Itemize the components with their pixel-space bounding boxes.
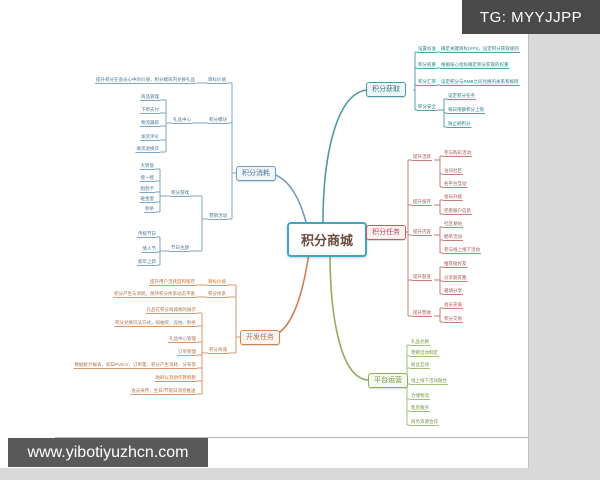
viewer-bottom-margin	[0, 468, 600, 480]
leaf-topic[interactable]: 大转盘	[139, 163, 155, 170]
leaf-topic[interactable]: 推荐给好友	[443, 261, 468, 268]
leaf-topic[interactable]: 根据核心指标确定积分获取的权重	[440, 62, 510, 69]
leaf-topic[interactable]: 售后服务	[410, 405, 431, 412]
sub-topic[interactable]: 节日主题	[169, 245, 190, 252]
leaf-topic[interactable]: 积分产生与消耗，保持积分体系动态平衡	[112, 291, 196, 298]
leaf-topic[interactable]: 秒杀	[143, 206, 155, 213]
leaf-topic[interactable]: 营销活动制定	[410, 350, 440, 357]
tg-contact-badge: TG: MYYJJPP	[462, 0, 600, 34]
leaf-topic[interactable]: 刮刮卡	[139, 186, 155, 193]
leaf-topic[interactable]: 会员充值	[443, 302, 464, 309]
sub-topic[interactable]: 设置标准	[417, 46, 438, 53]
leaf-topic[interactable]: 物流跟踪	[139, 120, 160, 127]
sub-topic[interactable]: 提升裂变	[412, 274, 433, 281]
leaf-topic[interactable]: 礼品在积分商城端的展示	[145, 307, 197, 314]
sub-topic[interactable]: 积分商城	[207, 347, 228, 354]
sub-topic[interactable]: 提升活跃	[412, 154, 433, 161]
leaf-topic[interactable]: 每日限额积分上限	[447, 107, 486, 114]
leaf-topic[interactable]: 各平台互动	[443, 181, 468, 188]
leaf-topic[interactable]: 礼品中心管理	[167, 336, 197, 343]
leaf-topic[interactable]: 提升积分在会员心中的价值，积分模块内兑换礼品	[94, 77, 196, 84]
sub-topic[interactable]: 积分游戏	[169, 190, 190, 197]
branch-points-task[interactable]: 积分任务	[366, 225, 406, 240]
leaf-topic[interactable]: 摇一摇	[139, 175, 155, 182]
leaf-topic[interactable]: 收货退换货	[135, 146, 160, 153]
leaf-topic[interactable]: 仓储物流	[410, 393, 431, 400]
leaf-topic[interactable]: 参与购彩活动	[443, 150, 473, 157]
leaf-topic[interactable]: 提升用户活跃度和留存	[148, 279, 196, 286]
sub-topic[interactable]: 提升内容	[412, 229, 433, 236]
central-topic[interactable]: 积分商城	[287, 222, 368, 257]
leaf-topic[interactable]: 数据统计报表，如日PV/UV、订单量、积分产生消耗、分布等	[73, 362, 197, 369]
leaf-topic[interactable]: 参与线上线下活动	[443, 247, 482, 254]
leaf-topic[interactable]: 砸金蛋	[139, 196, 155, 203]
leaf-topic[interactable]: 设定积分任务	[447, 93, 477, 100]
leaf-topic[interactable]: 邀请分享	[443, 288, 464, 295]
leaf-topic[interactable]: 访问社区	[443, 168, 464, 175]
sub-topic[interactable]: 提升留存	[412, 199, 433, 206]
leaf-topic[interactable]: 商务资源合作	[410, 419, 440, 426]
site-watermark: www.yibotiyuzhcn.com	[8, 438, 208, 467]
leaf-topic[interactable]: 情人节	[141, 246, 157, 253]
sub-topic[interactable]: 礼品中心	[171, 117, 192, 124]
leaf-topic[interactable]: 订单管理	[176, 349, 197, 356]
leaf-topic[interactable]: 完善账户信息	[443, 208, 473, 215]
leaf-topic[interactable]: 会员关怀，生日/节假日消息推送	[130, 388, 197, 395]
page-bottom-edge	[55, 437, 528, 438]
sub-topic[interactable]: 积分权重	[417, 62, 438, 69]
leaf-topic[interactable]: 会员升级	[443, 194, 464, 201]
leaf-topic[interactable]: 防止刷积分	[447, 121, 472, 128]
branch-dev-task[interactable]: 开发任务	[240, 330, 280, 345]
sub-topic[interactable]: 积分体系	[206, 291, 227, 298]
sub-topic[interactable]: 目标价值	[206, 279, 227, 286]
leaf-topic[interactable]: 粉丝互动	[410, 362, 431, 369]
leaf-topic[interactable]: 防刷以及防作弊机制	[154, 375, 197, 382]
leaf-topic[interactable]: 确定关键目标(KPI)，设定积分获取规则	[440, 46, 520, 53]
sub-topic[interactable]: 目标价值	[206, 77, 227, 84]
leaf-topic[interactable]: 发货评论	[139, 134, 160, 141]
leaf-topic[interactable]: 传统节日	[136, 231, 157, 238]
branch-platform-ops[interactable]: 平台运营	[368, 373, 408, 388]
leaf-topic[interactable]: 晒单活动	[443, 234, 464, 241]
leaf-topic[interactable]: 积分交易	[443, 316, 464, 323]
sub-topic[interactable]: 积分安全	[417, 104, 438, 111]
sub-topic[interactable]: 营销活动	[207, 213, 228, 220]
branch-points-consume[interactable]: 积分消耗	[236, 166, 276, 181]
sub-topic[interactable]: 提升营收	[412, 310, 433, 317]
leaf-topic[interactable]: 积分兑换玩法方式，如抽奖、竞拍、秒杀	[113, 320, 197, 327]
branch-points-gain[interactable]: 积分获取	[366, 82, 406, 97]
viewer-right-margin	[528, 0, 600, 480]
sub-topic[interactable]: 积分模块	[207, 117, 228, 124]
leaf-topic[interactable]: 新年上新	[136, 259, 157, 266]
leaf-topic[interactable]: 线上线下活动融合	[410, 378, 449, 385]
leaf-topic[interactable]: 分享朋友圈	[443, 275, 468, 282]
leaf-topic[interactable]: 商品管理	[139, 94, 160, 101]
leaf-topic[interactable]: 下单支付	[139, 107, 160, 114]
sub-topic[interactable]: 积分汇率	[417, 79, 438, 86]
leaf-topic[interactable]: 设定积分与RMB之间兑换的关系和规则	[440, 79, 520, 86]
leaf-topic[interactable]: 礼品兑换	[410, 339, 431, 346]
leaf-topic[interactable]: 社区发帖	[443, 221, 464, 228]
